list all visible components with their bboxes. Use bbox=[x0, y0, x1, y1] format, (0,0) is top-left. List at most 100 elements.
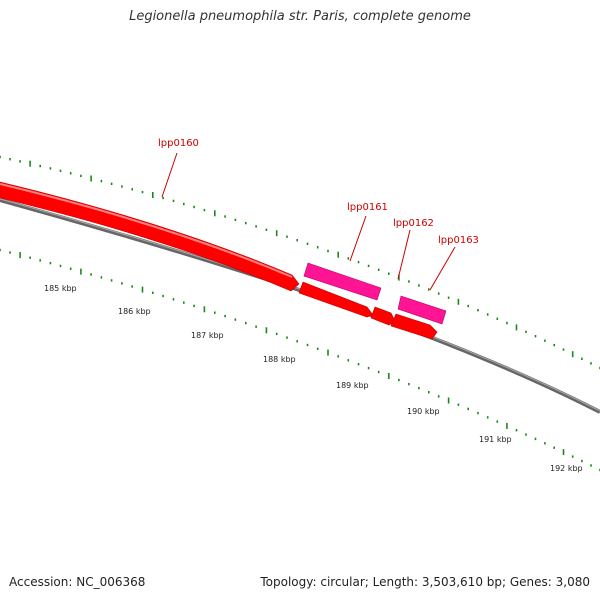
minor-tick bbox=[100, 179, 103, 183]
minor-tick bbox=[131, 188, 133, 191]
minor-tick bbox=[418, 386, 420, 390]
minor-tick bbox=[590, 362, 592, 365]
minor-tick bbox=[234, 318, 237, 321]
kbp-label: 192 kbp bbox=[550, 464, 583, 473]
minor-tick bbox=[515, 429, 518, 432]
major-tick bbox=[141, 286, 144, 293]
minor-tick bbox=[9, 251, 11, 254]
minor-tick bbox=[486, 416, 489, 419]
major-tick bbox=[337, 251, 339, 258]
kbp-label: 186 kbp bbox=[118, 307, 151, 316]
minor-tick bbox=[562, 348, 565, 351]
gene-label-lpp0161[interactable]: lpp0161 bbox=[347, 202, 388, 213]
major-tick bbox=[275, 230, 278, 237]
minor-tick bbox=[367, 264, 370, 268]
major-tick bbox=[398, 274, 400, 281]
genome-backbone bbox=[0, 198, 600, 414]
minor-tick bbox=[428, 391, 430, 394]
minor-tick bbox=[457, 403, 460, 406]
minor-tick bbox=[90, 273, 92, 276]
minor-tick bbox=[234, 218, 237, 221]
genome-backbone-highlight bbox=[0, 198, 600, 412]
minor-tick bbox=[447, 296, 450, 299]
minor-tick bbox=[183, 202, 185, 206]
gene-arrow-lpp0162 bbox=[370, 306, 396, 326]
minor-tick bbox=[172, 298, 175, 301]
minor-tick bbox=[121, 282, 123, 285]
leader-line-lpp0160 bbox=[161, 152, 178, 198]
gene-arrow-large-shine bbox=[0, 183, 293, 278]
kbp-label: 189 kbp bbox=[336, 381, 369, 390]
minor-tick bbox=[377, 370, 380, 374]
major-tick bbox=[19, 252, 21, 259]
minor-tick bbox=[357, 363, 360, 366]
major-tick bbox=[506, 422, 508, 429]
minor-tick bbox=[525, 330, 527, 333]
minor-tick bbox=[49, 261, 52, 265]
minor-tick bbox=[203, 208, 206, 212]
gene-label-lpp0160[interactable]: lpp0160 bbox=[158, 138, 199, 149]
kbp-label: 190 kbp bbox=[407, 407, 440, 416]
minor-tick bbox=[39, 259, 41, 262]
minor-tick bbox=[428, 288, 430, 291]
minor-tick bbox=[398, 378, 400, 382]
minor-tick bbox=[477, 411, 479, 415]
minor-tick bbox=[183, 301, 185, 304]
minor-tick bbox=[69, 267, 72, 270]
minor-tick bbox=[286, 235, 288, 238]
major-tick bbox=[447, 397, 450, 404]
minor-tick bbox=[347, 257, 350, 260]
major-tick bbox=[388, 373, 390, 379]
minor-tick bbox=[316, 246, 319, 249]
minor-tick bbox=[306, 242, 309, 245]
minor-tick bbox=[388, 272, 390, 275]
accession-text: Accession: NC_006368 bbox=[9, 575, 146, 589]
gene-arrow-large bbox=[0, 181, 300, 292]
minor-tick bbox=[214, 311, 216, 314]
minor-tick bbox=[69, 172, 72, 175]
minor-tick bbox=[408, 382, 410, 386]
gene-highlight-lpp0163 bbox=[397, 295, 447, 325]
minor-tick bbox=[245, 221, 247, 225]
gene-label-lpp0163[interactable]: lpp0163 bbox=[438, 235, 479, 246]
minor-tick bbox=[581, 459, 583, 463]
gene-arrow-lpp0161 bbox=[298, 281, 374, 318]
major-tick bbox=[265, 327, 268, 334]
minor-tick bbox=[534, 335, 537, 338]
kbp-label: 187 kbp bbox=[191, 331, 224, 340]
minor-tick bbox=[162, 294, 164, 298]
minor-tick bbox=[506, 321, 508, 325]
minor-tick bbox=[29, 256, 31, 259]
minor-tick bbox=[296, 239, 298, 242]
minor-tick bbox=[534, 437, 537, 441]
minor-tick bbox=[367, 366, 370, 370]
minor-tick bbox=[19, 160, 21, 163]
minor-tick bbox=[193, 304, 195, 308]
outer-tick-track bbox=[0, 155, 600, 370]
minor-tick bbox=[477, 309, 479, 312]
major-tick bbox=[29, 160, 31, 167]
major-tick bbox=[214, 210, 216, 217]
minor-tick bbox=[172, 199, 175, 203]
major-tick bbox=[457, 298, 460, 305]
minor-tick bbox=[0, 248, 1, 252]
leader-line-lpp0161 bbox=[349, 215, 367, 262]
inner-tick-track bbox=[0, 248, 600, 472]
minor-tick bbox=[486, 313, 489, 316]
minor-tick bbox=[59, 169, 62, 172]
minor-tick bbox=[121, 185, 123, 188]
gene-label-lpp0162[interactable]: lpp0162 bbox=[393, 218, 434, 229]
minor-tick bbox=[418, 284, 420, 287]
major-tick bbox=[90, 175, 92, 182]
gene-highlight-lpp0161 bbox=[303, 262, 382, 301]
minor-tick bbox=[337, 355, 339, 358]
major-tick bbox=[571, 351, 574, 358]
minor-tick bbox=[110, 279, 113, 282]
minor-tick bbox=[255, 225, 257, 228]
minor-tick bbox=[110, 182, 113, 185]
minor-tick bbox=[39, 164, 41, 168]
minor-tick bbox=[347, 359, 350, 362]
minor-tick bbox=[377, 268, 380, 271]
minor-tick bbox=[571, 455, 574, 458]
